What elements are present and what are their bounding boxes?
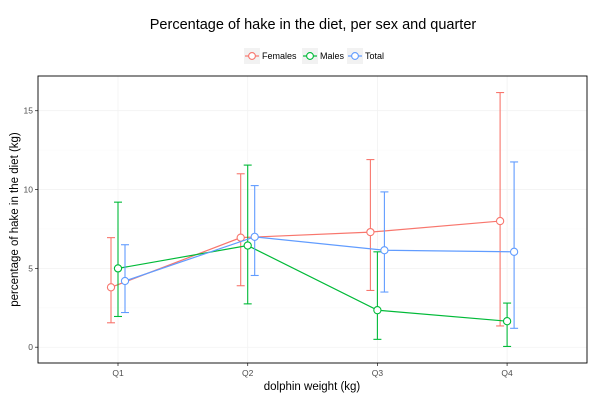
legend-label: Females — [262, 51, 297, 61]
legend-item-males: Males — [302, 48, 345, 64]
legend-item-females: Females — [244, 48, 297, 64]
y-tick-label: 5 — [28, 263, 33, 273]
y-axis-title: percentage of hake in the diet (kg) — [9, 132, 21, 307]
legend-label: Males — [320, 51, 345, 61]
data-point — [509, 247, 519, 256]
y-tick-label: 10 — [24, 185, 34, 195]
x-tick-label: Q4 — [501, 368, 513, 378]
data-point — [113, 264, 123, 273]
legend-label: Total — [365, 51, 384, 61]
series-line — [117, 244, 508, 322]
data-point — [120, 276, 130, 286]
data-point — [380, 246, 389, 255]
legend-item-total: Total — [347, 48, 384, 64]
data-point — [366, 227, 375, 237]
x-tick-label: Q2 — [242, 368, 254, 378]
y-tick-label: 0 — [28, 342, 33, 352]
plot-border — [37, 75, 588, 364]
series-layer — [106, 92, 519, 347]
legend: Females Males Total — [244, 48, 384, 64]
legend-key-marker — [351, 52, 359, 60]
data-point — [243, 241, 252, 250]
x-axis-ticks: Q1 Q2 Q3 Q4 — [112, 363, 513, 378]
series-line — [124, 236, 515, 282]
series-females — [106, 92, 505, 327]
x-tick-label: Q1 — [112, 368, 124, 378]
x-tick-label: Q3 — [372, 368, 384, 378]
legend-key-marker — [306, 52, 314, 60]
plot-background — [38, 76, 587, 363]
series-line — [110, 220, 501, 288]
legend-key-marker — [248, 52, 256, 60]
y-tick-label: 15 — [24, 106, 34, 116]
series-males — [113, 164, 512, 347]
data-point — [106, 283, 116, 292]
series-total — [120, 161, 519, 329]
x-axis-title: dolphin weight (kg) — [264, 381, 361, 393]
data-point — [250, 232, 259, 241]
data-point — [495, 216, 505, 226]
y-axis-ticks: 0 5 10 15 — [24, 106, 38, 352]
data-point — [373, 306, 382, 315]
data-point — [502, 317, 512, 326]
chart-title: Percentage of hake in the diet, per sex … — [150, 17, 477, 33]
